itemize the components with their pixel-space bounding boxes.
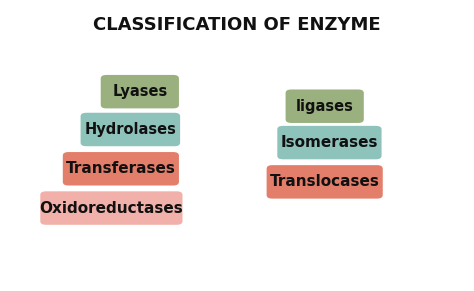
Text: Translocases: Translocases	[270, 174, 380, 189]
FancyBboxPatch shape	[267, 165, 383, 198]
FancyBboxPatch shape	[40, 191, 182, 225]
Text: Oxidoreductases: Oxidoreductases	[39, 200, 183, 216]
FancyBboxPatch shape	[63, 152, 179, 186]
Text: Isomerases: Isomerases	[281, 135, 378, 150]
FancyBboxPatch shape	[100, 75, 179, 108]
Text: Transferases: Transferases	[66, 161, 176, 176]
Text: CLASSIFICATION OF ENZYME: CLASSIFICATION OF ENZYME	[93, 16, 381, 34]
FancyBboxPatch shape	[277, 126, 382, 159]
FancyBboxPatch shape	[285, 90, 364, 123]
Text: Hydrolases: Hydrolases	[84, 122, 176, 137]
Text: ligases: ligases	[296, 99, 354, 114]
Text: Lyases: Lyases	[112, 84, 167, 99]
FancyBboxPatch shape	[81, 113, 180, 146]
